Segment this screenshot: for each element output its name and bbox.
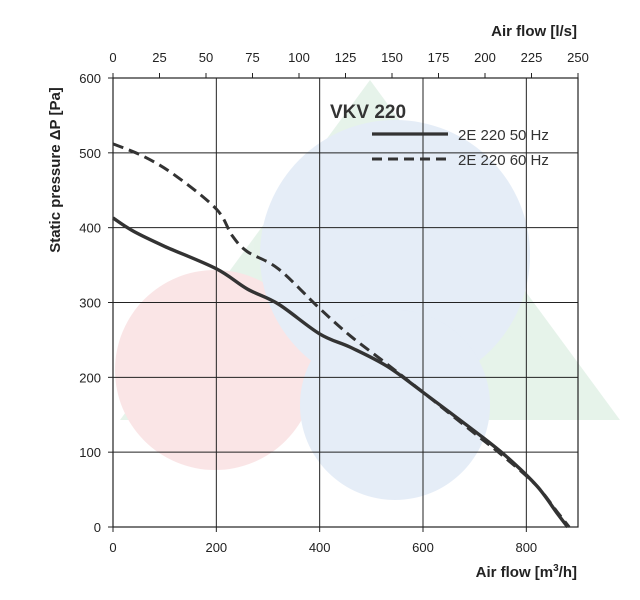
x-tick-label: 600: [412, 540, 434, 555]
y-tick-label: 0: [94, 520, 101, 535]
y-tick-label: 100: [79, 445, 101, 460]
x-top-tick-label: 200: [474, 50, 496, 65]
x-top-tick-label: 150: [381, 50, 403, 65]
y-tick-label: 600: [79, 71, 101, 86]
chart-title: VKV 220: [330, 102, 406, 123]
x-top-tick-label: 175: [428, 50, 450, 65]
x-tick-label: 400: [309, 540, 331, 555]
y-tick-label: 400: [79, 221, 101, 236]
series-line-60hz: [112, 142, 571, 528]
x-axis-top-title: Air flow [l/s]: [491, 23, 577, 40]
x-top-tick-label: 225: [521, 50, 543, 65]
x-top-tick-label: 50: [199, 50, 213, 65]
y-tick-label: 500: [79, 146, 101, 161]
series-lines: [112, 142, 571, 529]
x-axis-bottom: 0 200 400 600 800: [109, 527, 537, 555]
y-tick-label: 300: [79, 296, 101, 311]
y-axis: 0 100 200 300 400 500 600: [79, 71, 113, 535]
legend-label-60hz: 2E 220 60 Hz: [458, 152, 549, 169]
x-tick-label: 0: [109, 540, 116, 555]
x-top-tick-label: 0: [109, 50, 116, 65]
x-axis-bottom-title: Air flow [m3/h]: [476, 563, 577, 581]
x-top-tick-label: 250: [567, 50, 589, 65]
grid: [113, 78, 578, 527]
x-top-tick-label: 25: [152, 50, 166, 65]
y-tick-label: 200: [79, 370, 101, 385]
x-top-tick-label: 100: [288, 50, 310, 65]
x-tick-label: 800: [515, 540, 537, 555]
x-tick-label: 200: [205, 540, 227, 555]
x-top-tick-label: 75: [245, 50, 259, 65]
legend: 2E 220 50 Hz 2E 220 60 Hz: [372, 127, 549, 169]
x-top-tick-label: 125: [335, 50, 357, 65]
x-axis-top: 0 25 50 75 100 125 150 175 200 225 250: [109, 50, 589, 78]
legend-label-50hz: 2E 220 50 Hz: [458, 127, 549, 144]
y-axis-title: Static pressure ΔP [Pa]: [47, 87, 64, 253]
